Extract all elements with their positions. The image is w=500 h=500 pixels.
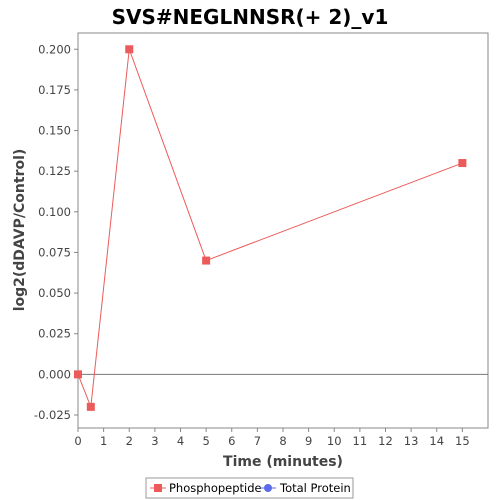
y-tick-label: 0.000 bbox=[38, 367, 71, 381]
y-tick-label: 0.050 bbox=[38, 286, 71, 300]
x-tick-label: 10 bbox=[327, 434, 342, 448]
chart-title: SVS#NEGLNNSR(+ 2)_v1 bbox=[112, 5, 389, 29]
x-tick-label: 14 bbox=[429, 434, 444, 448]
data-point-phosphopeptide bbox=[458, 159, 467, 168]
x-tick-label: 2 bbox=[126, 434, 133, 448]
x-tick-label: 5 bbox=[202, 434, 209, 448]
y-tick-label: 0.175 bbox=[38, 83, 71, 97]
x-tick-label: 15 bbox=[455, 434, 470, 448]
x-tick-label: 0 bbox=[74, 434, 81, 448]
x-tick-label: 6 bbox=[228, 434, 235, 448]
x-tick-label: 12 bbox=[378, 434, 393, 448]
data-point-phosphopeptide bbox=[125, 45, 134, 54]
x-tick-label: 1 bbox=[100, 434, 107, 448]
x-tick-label: 11 bbox=[353, 434, 368, 448]
data-point-phosphopeptide bbox=[86, 402, 95, 411]
legend-marker-phosphopeptide bbox=[154, 484, 162, 492]
data-point-phosphopeptide bbox=[202, 256, 211, 265]
y-tick-label: -0.025 bbox=[34, 408, 71, 422]
y-tick-label: 0.200 bbox=[38, 42, 71, 56]
y-tick-label: 0.125 bbox=[38, 164, 71, 178]
x-tick-label: 13 bbox=[404, 434, 419, 448]
x-tick-label: 7 bbox=[254, 434, 261, 448]
y-tick-label: 0.150 bbox=[38, 124, 71, 138]
x-tick-label: 3 bbox=[151, 434, 158, 448]
legend: Phosphopeptide Total Protein bbox=[145, 477, 354, 499]
data-point-phosphopeptide bbox=[74, 370, 82, 379]
plot-area bbox=[77, 32, 489, 429]
legend-marker-total-protein bbox=[264, 484, 272, 492]
x-axis-label: Time (minutes) bbox=[223, 454, 343, 470]
x-tick-label: 9 bbox=[305, 434, 312, 448]
legend-label-phosphopeptide: Phosphopeptide bbox=[169, 481, 262, 495]
legend-box bbox=[145, 477, 354, 499]
y-tick-label: 0.075 bbox=[38, 245, 71, 259]
y-axis: -0.025 0.000 0.025 0.050 0.075 0.100 0.125 0.15… bbox=[34, 42, 78, 422]
x-tick-label: 8 bbox=[279, 434, 286, 448]
y-tick-label: 0.100 bbox=[38, 205, 71, 219]
x-tick-label: 4 bbox=[177, 434, 184, 448]
series-layer bbox=[74, 45, 467, 411]
legend-label-total-protein: Total Protein bbox=[279, 481, 351, 495]
y-axis-label: log2(dDAVP/Control) bbox=[12, 149, 28, 312]
y-tick-label: 0.025 bbox=[38, 327, 71, 341]
x-axis: 0 1 2 3 4 5 6 7 8 9 10 11 12 13 14 15 bbox=[74, 428, 470, 448]
